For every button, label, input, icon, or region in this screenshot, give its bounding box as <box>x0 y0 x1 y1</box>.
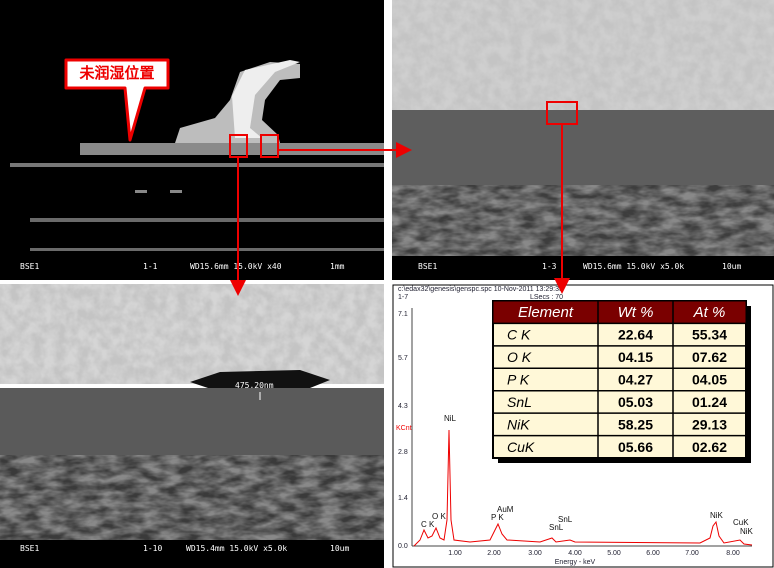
column-header: At % <box>693 304 726 321</box>
x-tick-label: 6.00 <box>646 550 660 557</box>
sem-panel-2: BSE1 1-3 WD15.6mm 15.0kV x5.0k 10um <box>392 0 774 280</box>
peak-label: SnL <box>549 523 564 532</box>
cell: CuK <box>507 439 535 455</box>
footer: 1-1 <box>143 262 158 271</box>
y-tick-label: 4.3 <box>398 403 408 410</box>
cell: 04.05 <box>692 372 727 388</box>
column-header: Wt % <box>618 304 654 321</box>
spectrum-header: c:\edax32\genesis\genspc.spc 10-Nov-2011… <box>398 286 563 293</box>
y-tick-label: 2.8 <box>398 449 408 456</box>
peak-label: CuK <box>733 518 749 527</box>
cell: NiK <box>507 416 530 432</box>
x-tick-label: 1.00 <box>448 550 462 557</box>
cell: C K <box>507 327 531 343</box>
footer: BSE1 <box>418 262 437 271</box>
peak-label: O K <box>432 512 446 521</box>
footer: 10um <box>330 544 349 553</box>
cell: 07.62 <box>692 349 727 365</box>
cell: 04.15 <box>618 349 653 365</box>
y-tick-label: 5.7 <box>398 355 408 362</box>
sem-panel-3: 475.20nm BSE1 1-10 WD15.4mm 15.0kV x5.0k… <box>0 284 384 568</box>
cell: 02.62 <box>692 439 727 455</box>
x-tick-label: 7.00 <box>685 550 699 557</box>
peak-label: NiK <box>710 511 724 520</box>
peak-label: SnL <box>558 515 573 524</box>
cell: 05.03 <box>618 394 653 410</box>
composition-table: Element Wt % At % C K 22.64 55.34 O K 04.15 07.6… <box>492 300 751 463</box>
peak-label: P K <box>491 513 504 522</box>
cell: SnL <box>507 394 532 410</box>
footer: BSE1 <box>20 262 39 271</box>
cell: 22.64 <box>618 327 653 343</box>
x-axis-label: Energy - keV <box>555 559 596 566</box>
footer: WD15.6mm 15.0kV x40 <box>190 262 282 271</box>
x-tick-label: 8.00 <box>726 550 740 557</box>
cell: 04.27 <box>618 372 653 388</box>
footer: WD15.4mm 15.0kV x5.0k <box>186 544 287 553</box>
column-header: Element <box>518 304 574 321</box>
spectrum-header: LSecs : 70 <box>530 294 563 301</box>
cell: 01.24 <box>692 394 727 410</box>
callout: 未润湿位置 <box>78 64 154 82</box>
y-tick-label: 7.1 <box>398 311 408 318</box>
y-tick-label: 1.4 <box>398 495 408 502</box>
footer: 1-3 <box>542 262 557 271</box>
cell: O K <box>507 349 532 365</box>
peak-label: AuM <box>497 505 514 514</box>
footer: WD15.6mm 15.0kV x5.0k <box>583 262 684 271</box>
measurement: 475.20nm <box>235 381 274 390</box>
footer: 1-10 <box>143 544 162 553</box>
x-tick-label: 3.00 <box>528 550 542 557</box>
peak-label: NiK <box>740 527 754 536</box>
x-tick-label: 5.00 <box>607 550 621 557</box>
x-tick-label: 4.00 <box>568 550 582 557</box>
footer: 10um <box>722 262 741 271</box>
y-tick-label: 0.0 <box>398 543 408 550</box>
peak-label: NiL <box>444 414 457 423</box>
peak-label: C K <box>421 520 435 529</box>
cell: 29.13 <box>692 416 727 432</box>
spectrum-header: 1-7 <box>398 294 408 301</box>
footer: 1mm <box>330 262 345 271</box>
cell: 05.66 <box>618 439 653 455</box>
cell: 58.25 <box>618 416 653 432</box>
x-tick-label: 2.00 <box>487 550 501 557</box>
cell: P K <box>507 372 530 388</box>
cell: 55.34 <box>692 327 727 343</box>
y-axis-label: KCnt <box>396 425 412 432</box>
footer: BSE1 <box>20 544 39 553</box>
sem-panel-1: 未润湿位置 BSE1 1-1 WD15.6mm 15.0kV x40 1mm <box>0 0 384 280</box>
